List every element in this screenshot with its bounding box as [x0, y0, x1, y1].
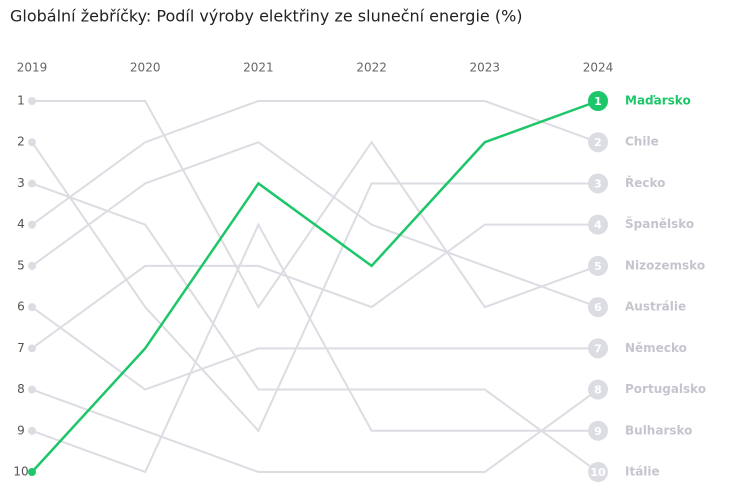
start-dot: [28, 426, 36, 435]
chart-title: Globální žebříčky: Podíl výroby elektřin…: [10, 7, 523, 26]
series-line: [31, 388, 599, 473]
end-rank-label: 4: [594, 219, 602, 232]
series-line: [31, 223, 598, 350]
end-rank-label: 3: [594, 177, 602, 190]
y-tick-label: 9: [17, 423, 25, 437]
end-badge: [588, 214, 608, 235]
end-badge: [588, 255, 608, 276]
x-tick-label: 2022: [356, 61, 387, 75]
y-tick-label: 10: [13, 465, 28, 479]
legend-label: Španělsko: [625, 216, 694, 231]
x-tick-label: 2019: [17, 61, 48, 75]
y-tick-label: 8: [17, 382, 25, 396]
start-dot: [28, 138, 36, 147]
end-badge: [588, 297, 608, 318]
end-rank-label: 1: [594, 95, 602, 108]
end-badge: [588, 462, 608, 482]
end-badge: [588, 420, 608, 441]
legend-label: Chile: [625, 135, 659, 149]
legend-label: Bulharsko: [625, 423, 692, 437]
start-dot: [28, 468, 36, 476]
legend-label: Portugalsko: [625, 382, 706, 396]
legend-label: Nizozemsko: [625, 258, 705, 272]
series-line: [31, 100, 599, 226]
start-dot: [28, 344, 36, 353]
y-tick-label: 2: [17, 135, 25, 149]
start-dot: [28, 385, 36, 394]
end-badge: [588, 338, 608, 359]
end-rank-label: 7: [594, 342, 602, 355]
end-rank-label: 9: [594, 425, 602, 438]
end-badge: [588, 132, 608, 153]
end-rank-label: 5: [594, 260, 602, 273]
end-badge: [588, 173, 608, 194]
start-dot: [28, 179, 36, 188]
end-rank-label: 8: [594, 384, 602, 397]
series-line: [31, 222, 598, 474]
legend-label: Austrálie: [625, 300, 686, 314]
x-tick-label: 2020: [130, 61, 161, 75]
start-dot: [28, 97, 36, 105]
end-rank-label: 2: [594, 136, 602, 149]
start-dot: [28, 261, 36, 270]
series-line: [31, 182, 599, 473]
end-badge: [588, 379, 608, 400]
end-rank-label: 6: [594, 301, 602, 314]
x-tick-label: 2023: [470, 61, 501, 75]
end-rank-label: 10: [590, 466, 606, 479]
y-tick-label: 1: [17, 94, 25, 108]
y-tick-label: 6: [17, 300, 25, 314]
end-badge: [588, 91, 608, 111]
start-dot: [28, 220, 36, 229]
series-line: [31, 99, 599, 473]
y-tick-label: 7: [17, 341, 25, 355]
x-tick-label: 2021: [243, 61, 274, 75]
series-line: [31, 306, 598, 391]
legend-label: Německo: [625, 341, 687, 355]
legend-label: Maďarsko: [625, 94, 691, 108]
legend-label: Řecko: [625, 175, 665, 190]
series-line: [31, 141, 599, 309]
legend-label: Itálie: [625, 465, 660, 479]
y-tick-label: 4: [17, 217, 25, 231]
start-dot: [28, 303, 36, 312]
y-tick-label: 3: [17, 176, 25, 190]
x-tick-label: 2024: [583, 61, 614, 75]
y-tick-label: 5: [17, 258, 25, 272]
